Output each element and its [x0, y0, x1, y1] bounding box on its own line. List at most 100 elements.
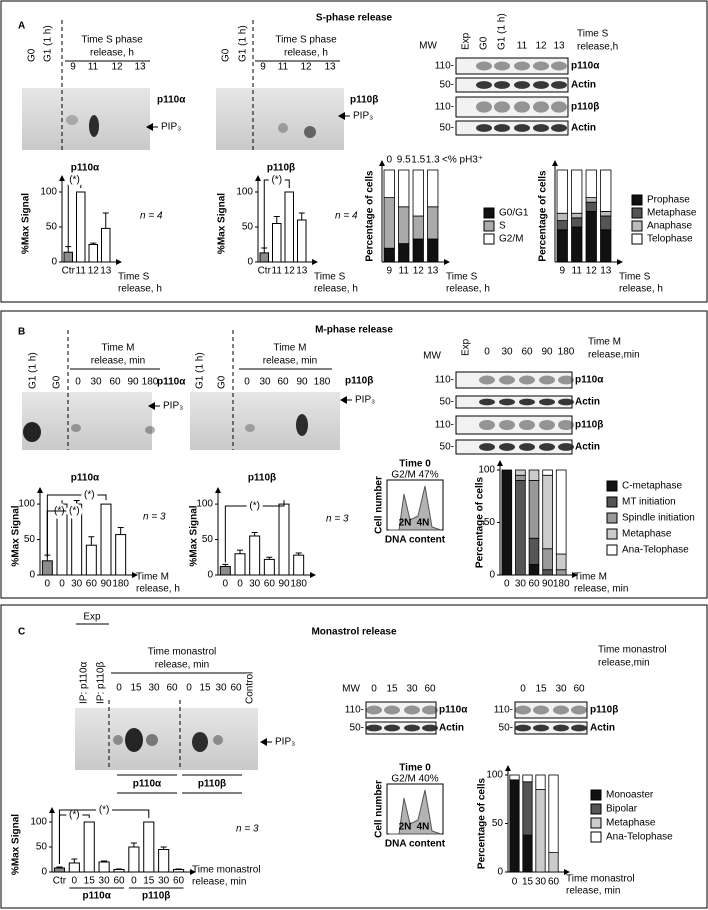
bar	[68, 862, 80, 873]
legend-swatch	[606, 528, 618, 540]
y-tick-label: 50	[36, 842, 48, 853]
hist-xlabel: DNA content	[385, 535, 446, 546]
product-label: PIP₃	[275, 737, 295, 748]
lane-label: 90	[127, 377, 139, 388]
mw-marker: 50-	[499, 723, 513, 734]
lane-label: G1 (1 h)	[238, 25, 249, 62]
blot-strip	[365, 701, 437, 719]
bar-segment	[522, 834, 533, 873]
bar	[263, 558, 275, 576]
x-tick-label: 0	[72, 876, 78, 887]
error-bar	[237, 549, 243, 554]
row-label: Actin	[571, 123, 596, 134]
product-label: PIP₃	[353, 111, 373, 122]
bar-segment	[515, 480, 526, 576]
error-bar	[222, 563, 229, 567]
lane-label: G0	[27, 48, 38, 62]
gel	[190, 392, 340, 450]
legend-swatch	[606, 512, 618, 524]
bar-segment	[501, 469, 513, 576]
band	[384, 724, 400, 732]
lane-header: release, min	[155, 660, 209, 671]
lane-label: 12	[535, 41, 547, 52]
lane-label: 60	[424, 684, 436, 695]
x-tick-label: 0	[223, 579, 229, 590]
panel-letter: A	[18, 21, 25, 32]
x-tick-label: 60	[264, 579, 276, 590]
mw-marker: 110-	[435, 375, 454, 386]
x-tick-label: 11	[399, 266, 410, 277]
band	[539, 375, 555, 385]
lane-label: 0	[371, 684, 377, 695]
significance-label: (*)	[84, 490, 95, 501]
x-tick-label: 180	[553, 579, 570, 590]
lane-label: G1 (1 h)	[28, 352, 39, 389]
y-tick-label: 0	[497, 867, 503, 878]
band	[499, 375, 515, 385]
x-axis-label: release, h	[136, 584, 180, 595]
top-note: <% pH3⁺	[442, 155, 483, 166]
lane-label: 30	[90, 377, 102, 388]
significance-label: (*)	[271, 175, 282, 186]
lane-header: Time M	[274, 343, 307, 354]
error-bar	[266, 556, 273, 560]
band	[422, 705, 438, 715]
bar-segment	[528, 564, 540, 576]
lane-header: release, min	[91, 356, 145, 367]
x-tick-label: 30	[158, 876, 170, 887]
bar-segment	[535, 789, 546, 873]
x-axis-label: Time monastrol	[566, 874, 635, 885]
bar-segment	[427, 206, 439, 240]
row-label: p110β	[575, 420, 603, 431]
lane-label: G1 (1 h)	[43, 25, 54, 62]
legend-label: Metaphase	[647, 208, 697, 219]
band	[476, 124, 492, 132]
lane-label: 13	[134, 62, 146, 73]
gel-spot	[192, 732, 208, 752]
x-axis-label: Time S	[619, 272, 651, 283]
band	[479, 443, 495, 451]
arrow-head	[564, 869, 570, 875]
arrow-head	[379, 160, 385, 166]
bar-segment	[542, 569, 553, 576]
lane-label: IP: p110α	[79, 661, 90, 704]
lane-label: 30	[148, 683, 160, 694]
y-tick-label: 50	[484, 517, 496, 528]
lane-header: release,min	[588, 350, 640, 361]
mw-label: MW	[419, 41, 437, 52]
y-tick-label: 0	[247, 257, 253, 268]
bar	[293, 554, 305, 576]
band	[515, 724, 531, 732]
band	[553, 705, 569, 715]
mw-marker: 110-	[345, 705, 364, 716]
legend-label: Ana-Telophase	[622, 545, 689, 556]
hist-title: Time 0	[399, 459, 431, 470]
y-tick-label: 0	[51, 257, 57, 268]
error-bar	[88, 536, 95, 546]
lane-header: Time S	[577, 29, 609, 40]
x-tick-label: Ctr	[62, 266, 76, 277]
panel-frame	[0, 310, 708, 599]
band	[494, 61, 510, 71]
lane-label: 11	[517, 41, 528, 52]
hist-subtitle: G2/M 47%	[391, 470, 438, 481]
mw-marker: 50-	[440, 80, 454, 91]
protein-label: p110β	[345, 376, 373, 387]
bar-segment	[398, 206, 410, 245]
bar-segment	[412, 169, 424, 217]
lane-label: IP: p110β	[96, 661, 107, 704]
significance-label: (*)	[249, 501, 260, 512]
arrow-head	[148, 402, 155, 410]
hist-peak: 4N	[417, 518, 430, 529]
x-tick-label: 0	[59, 579, 65, 590]
bar	[76, 191, 86, 263]
bar	[128, 846, 140, 873]
gel	[75, 708, 258, 770]
x-axis-label: release, min	[192, 877, 246, 888]
significance-bg	[268, 172, 285, 188]
bar-segment	[548, 774, 559, 853]
row-label: p110α	[575, 375, 604, 386]
arrow-head	[444, 259, 450, 265]
lane-label: 60	[166, 683, 178, 694]
